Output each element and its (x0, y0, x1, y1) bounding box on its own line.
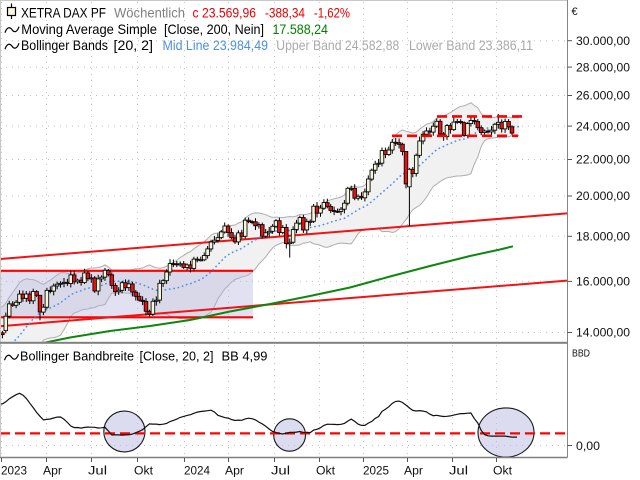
svg-text:2023: 2023 (1, 466, 27, 478)
svg-text:BB 4,99: BB 4,99 (222, 350, 268, 364)
svg-text:Okt: Okt (316, 466, 336, 478)
svg-text:[Close, 200, Nein]: [Close, 200, Nein] (164, 22, 264, 37)
svg-text:-388,34: -388,34 (265, 5, 305, 20)
svg-text:14.000,00: 14.000,00 (576, 326, 630, 340)
svg-text:Jul: Jul (271, 466, 290, 478)
svg-text:Bollinger Bands: Bollinger Bands (21, 38, 108, 53)
svg-text:€: € (572, 6, 578, 18)
svg-text:Okt: Okt (134, 466, 154, 478)
svg-text:BBD: BBD (572, 349, 590, 360)
svg-text:18.000,00: 18.000,00 (576, 230, 630, 244)
svg-text:[20, 2]: [20, 2] (114, 38, 154, 53)
svg-text:24.000,00: 24.000,00 (576, 119, 630, 133)
svg-text:30.000,00: 30.000,00 (576, 34, 630, 48)
svg-text:Okt: Okt (493, 466, 513, 478)
svg-text:Bollinger Bandbreite: Bollinger Bandbreite (20, 350, 134, 364)
svg-text:Jul: Jul (88, 466, 107, 478)
svg-text:0,00: 0,00 (576, 439, 600, 453)
svg-text:20.000,00: 20.000,00 (576, 189, 630, 203)
svg-text:Mid Line 23.984,49: Mid Line 23.984,49 (163, 38, 269, 53)
svg-text:2025: 2025 (363, 466, 389, 478)
svg-text:16.000,00: 16.000,00 (576, 275, 630, 289)
svg-text:Jul: Jul (449, 466, 468, 478)
svg-text:22.000,00: 22.000,00 (576, 153, 630, 167)
svg-text:Moving Average Simple: Moving Average Simple (21, 22, 157, 37)
svg-text:2024: 2024 (184, 466, 211, 478)
svg-text:Apr: Apr (225, 466, 244, 478)
svg-text:17.588,24: 17.588,24 (273, 22, 329, 37)
svg-text:c 23.569,96: c 23.569,96 (193, 5, 257, 20)
svg-text:Apr: Apr (43, 466, 62, 478)
svg-text:Upper Band 24.582,88: Upper Band 24.582,88 (276, 38, 399, 53)
svg-text:Apr: Apr (404, 466, 423, 478)
svg-text:Lower Band 23.386,11: Lower Band 23.386,11 (409, 38, 533, 53)
svg-text:28.000,00: 28.000,00 (576, 60, 630, 74)
svg-text:26.000,00: 26.000,00 (576, 89, 630, 103)
svg-text:-1,62%: -1,62% (314, 5, 350, 20)
svg-text:XETRA DAX PF: XETRA DAX PF (21, 5, 106, 20)
svg-text:Wöchentlich: Wöchentlich (114, 5, 185, 20)
svg-text:[Close, 20, 2]: [Close, 20, 2] (140, 350, 214, 364)
